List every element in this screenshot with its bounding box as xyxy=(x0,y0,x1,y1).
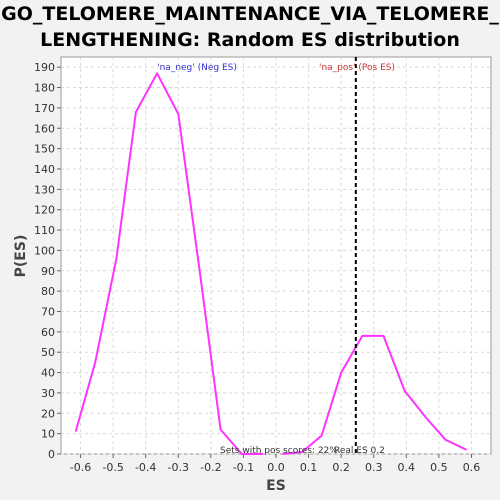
neg-es-label: 'na_neg' (Neg ES) xyxy=(157,63,237,73)
y-ticks: 0 10 20 30 40 50 60 70 80 90 100 110 120 130 140 150 160… xyxy=(34,61,61,461)
x-tick-label: 0.0 xyxy=(267,461,285,474)
y-tick-label: 140 xyxy=(34,163,55,176)
sets-with-pos-scores-label: Sets with pos scores: 22% xyxy=(220,446,338,456)
y-tick-label: 0 xyxy=(48,448,55,461)
y-tick-label: 180 xyxy=(34,82,55,95)
pos-es-label: 'na_pos' (Pos ES) xyxy=(319,63,395,73)
y-tick-label: 40 xyxy=(41,367,55,380)
y-tick-label: 30 xyxy=(41,387,55,400)
y-tick-label: 150 xyxy=(34,143,55,156)
x-tick-label: -0.1 xyxy=(233,461,254,474)
grid-lines xyxy=(61,57,491,455)
y-tick-label: 70 xyxy=(41,305,55,318)
y-tick-label: 50 xyxy=(41,346,55,359)
x-tick-label: -0.5 xyxy=(102,461,123,474)
x-tick-label: 0.2 xyxy=(332,461,350,474)
x-tick-label: 0.5 xyxy=(430,461,448,474)
y-tick-label: 20 xyxy=(41,407,55,420)
y-axis-label: P(ES) xyxy=(13,235,29,278)
x-tick-label: 0.4 xyxy=(398,461,416,474)
y-tick-label: 60 xyxy=(41,326,55,339)
y-tick-label: 110 xyxy=(34,224,55,237)
x-ticks: -0.6 -0.5 -0.4 -0.3 -0.2 -0.1 0.0 0.1 0.2 0.3 0.4 0… xyxy=(70,454,480,474)
x-tick-label: 0.3 xyxy=(365,461,383,474)
series-lines xyxy=(74,72,468,455)
y-tick-label: 80 xyxy=(41,285,55,298)
y-tick-label: 10 xyxy=(41,428,55,441)
y-tick-label: 160 xyxy=(34,122,55,135)
y-tick-label: 170 xyxy=(34,102,55,115)
annotations: 'na_neg' (Neg ES) 'na_pos' (Pos ES) Sets w… xyxy=(157,57,395,456)
y-tick-label: 90 xyxy=(41,265,55,278)
x-tick-label: -0.2 xyxy=(200,461,221,474)
x-axis-label: ES xyxy=(266,478,286,494)
x-tick-label: 0.6 xyxy=(463,461,481,474)
x-tick-label: 0.1 xyxy=(300,461,318,474)
chart-title-line2: LENGTHENING: Random ES distribution xyxy=(40,29,460,51)
chart-title: GO_TELOMERE_MAINTENANCE_VIA_TELOMERE_ LE… xyxy=(0,0,500,53)
x-tick-label: -0.4 xyxy=(135,461,156,474)
y-tick-label: 100 xyxy=(34,244,55,257)
y-tick-label: 190 xyxy=(34,61,55,74)
chart-title-line1: GO_TELOMERE_MAINTENANCE_VIA_TELOMERE_ xyxy=(1,3,499,25)
series-line-neg xyxy=(74,72,263,455)
series-line-pos xyxy=(282,334,468,455)
x-tick-label: -0.3 xyxy=(168,461,189,474)
real-es-label: Real ES 0.2 xyxy=(334,446,385,456)
x-tick-label: -0.6 xyxy=(70,461,91,474)
y-tick-label: 130 xyxy=(34,183,55,196)
y-tick-label: 120 xyxy=(34,204,55,217)
